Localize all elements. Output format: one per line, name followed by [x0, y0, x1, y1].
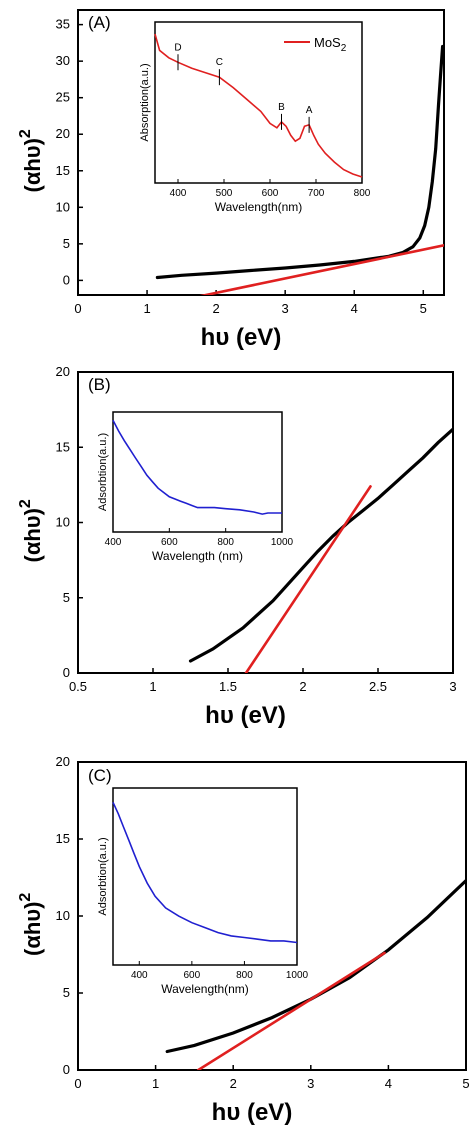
inset-peak-label: B	[278, 102, 285, 113]
y-tick-label: 35	[56, 17, 70, 32]
y-tick-label: 25	[56, 90, 70, 105]
y-axis-title-main: (αhυ)	[20, 138, 45, 192]
x-tick-label: 4	[385, 1076, 392, 1091]
inset-x-tick-label: 700	[308, 188, 325, 199]
y-axis-title-sup: 2	[17, 129, 34, 138]
x-tick-label: 3	[449, 679, 456, 694]
inset-y-axis-title: Adsorbtion(a.u.)	[97, 433, 109, 511]
x-tick-label: 5	[420, 301, 427, 316]
y-tick-label: 30	[56, 53, 70, 68]
inset-x-tick-label: 800	[354, 188, 371, 199]
inset-x-tick-label: 600	[161, 537, 178, 548]
y-tick-label: 15	[56, 831, 70, 846]
plot-frame	[77, 9, 445, 296]
inset-legend: MoS2	[284, 35, 347, 54]
x-axis-title: hυ (eV)	[201, 324, 282, 351]
x-tick-label: 1	[152, 1076, 159, 1091]
y-tick-label: 20	[56, 754, 70, 769]
legend-label-sub: 2	[341, 43, 347, 54]
x-tick-label: 0	[74, 301, 81, 316]
y-axis-title: (αhυ)2	[17, 893, 45, 956]
y-tick-label: 15	[56, 439, 70, 454]
y-tick-label: 20	[56, 126, 70, 141]
x-tick-label: 5	[462, 1076, 469, 1091]
inset-x-axis-title: Wavelength (nm)	[152, 549, 243, 563]
inset-x-axis-title: Wavelength(nm)	[161, 982, 249, 996]
x-tick-label: 4	[351, 301, 358, 316]
x-tick-label: 2	[212, 301, 219, 316]
legend-label: MoS2	[314, 35, 347, 54]
x-axis-title: hυ (eV)	[212, 1099, 293, 1126]
x-tick-label: 2.5	[369, 679, 387, 694]
y-axis-title-main: (αhυ)	[20, 902, 45, 956]
inset-b: 400 600 800 1000 Wavelength (nm) Adsorbtion(a…	[97, 411, 294, 563]
x-tick-label: 1.5	[219, 679, 237, 694]
tangent-line	[244, 485, 372, 673]
y-tick-label: 5	[63, 590, 70, 605]
inset-data-curve	[154, 33, 363, 178]
y-tick-label: 0	[63, 272, 70, 287]
data-curve	[188, 427, 453, 663]
panel-label: (B)	[88, 375, 111, 394]
x-tick-label: 2	[230, 1076, 237, 1091]
panel-label: (A)	[88, 13, 111, 32]
inset-x-tick-label: 1000	[286, 970, 309, 981]
inset-a: 400 500 600 700 800 D C B A Wavelength(nm) Absorpt…	[139, 21, 371, 214]
y-tick-label: 10	[56, 908, 70, 923]
data-curve	[155, 44, 444, 280]
inset-y-axis-title: Adsorbtion(a.u.)	[97, 837, 109, 915]
tangent-line	[199, 244, 444, 295]
inset-data-curve	[112, 801, 298, 944]
y-tick-label: 10	[56, 515, 70, 530]
inset-x-tick-label: 500	[216, 188, 233, 199]
y-axis-title-sup: 2	[17, 893, 34, 902]
tangent-line	[197, 951, 386, 1070]
inset-frame	[112, 411, 283, 533]
y-tick-label: 5	[63, 236, 70, 251]
y-tick-label: 0	[63, 1062, 70, 1077]
x-tick-label: 0	[74, 1076, 81, 1091]
y-tick-label: 0	[63, 665, 70, 680]
y-tick-label: 5	[63, 985, 70, 1000]
inset-peak-label: D	[174, 42, 181, 53]
y-axis-title: (αhυ)2	[17, 499, 45, 562]
inset-x-tick-label: 600	[262, 188, 279, 199]
x-tick-label: 3	[307, 1076, 314, 1091]
x-tick-label: 1	[143, 301, 150, 316]
y-tick-label: 10	[56, 199, 70, 214]
inset-data-curve	[112, 419, 282, 515]
inset-c: 400 600 800 1000 Wavelength(nm) Adsorbtion(a.…	[97, 787, 309, 996]
inset-frame	[112, 787, 298, 966]
y-axis-title-main: (αhυ)	[20, 508, 45, 562]
inset-x-axis-title: Wavelength(nm)	[215, 200, 303, 214]
inset-peak-label: C	[216, 57, 223, 68]
inset-x-tick-label: 400	[170, 188, 187, 199]
y-tick-label: 20	[56, 364, 70, 379]
panel-label: (C)	[88, 766, 112, 785]
inset-x-tick-label: 400	[131, 970, 148, 981]
x-tick-label: 3	[282, 301, 289, 316]
y-axis-title-sup: 2	[17, 499, 34, 508]
inset-peak-label: A	[306, 105, 313, 116]
x-tick-label: 1	[149, 679, 156, 694]
inset-x-tick-label: 800	[217, 537, 234, 548]
legend-label-main: MoS	[314, 35, 341, 50]
x-tick-label: 0.5	[69, 679, 87, 694]
inset-x-tick-label: 1000	[271, 537, 294, 548]
y-axis-title: (αhυ)2	[17, 129, 45, 192]
x-axis-title: hυ (eV)	[205, 702, 286, 729]
inset-y-axis-title: Absorption(a.u.)	[139, 63, 151, 141]
inset-x-tick-label: 600	[184, 970, 201, 981]
x-tick-label: 2	[299, 679, 306, 694]
inset-x-tick-label: 800	[236, 970, 253, 981]
inset-x-tick-label: 400	[105, 537, 122, 548]
y-tick-label: 15	[56, 163, 70, 178]
